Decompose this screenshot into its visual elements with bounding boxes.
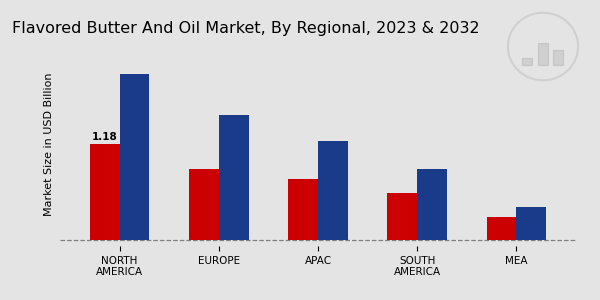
Text: 1.18: 1.18: [92, 132, 118, 142]
Bar: [522, 58, 532, 65]
Bar: [219, 115, 248, 239]
Bar: [119, 74, 149, 239]
Bar: [318, 141, 348, 239]
Bar: [538, 43, 548, 65]
Y-axis label: Market Size in USD Billion: Market Size in USD Billion: [44, 72, 55, 216]
Bar: [189, 169, 219, 239]
Bar: [487, 217, 517, 239]
Bar: [288, 179, 318, 239]
Bar: [517, 207, 546, 239]
Bar: [553, 50, 563, 65]
Bar: [417, 169, 447, 239]
Text: Flavored Butter And Oil Market, By Regional, 2023 & 2032: Flavored Butter And Oil Market, By Regio…: [12, 21, 479, 36]
Bar: [388, 193, 417, 239]
Bar: [90, 144, 119, 239]
